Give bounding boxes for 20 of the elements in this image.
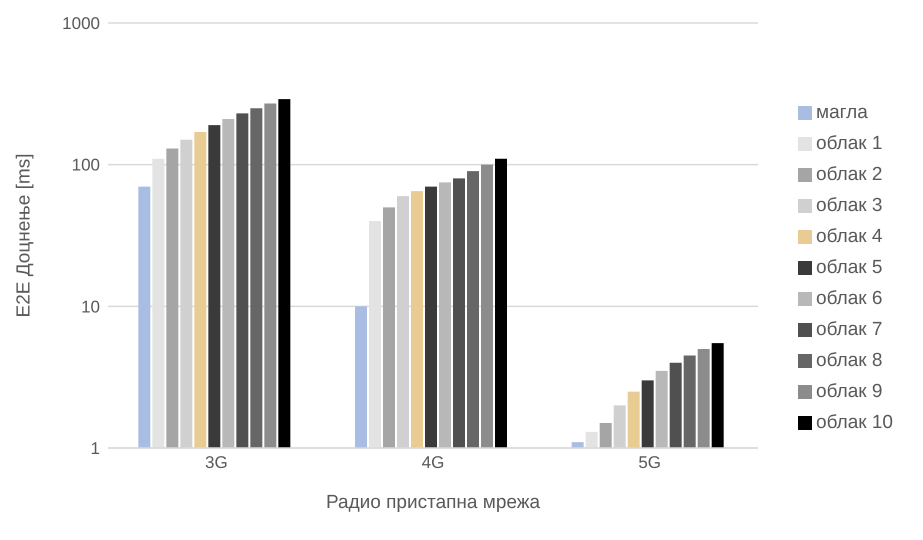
legend-label: магла: [816, 102, 868, 122]
legend-label: облак 8: [816, 350, 882, 370]
legend-label: облак 2: [816, 164, 882, 184]
x-tick-label: 4G: [422, 453, 444, 472]
legend-label: облак 7: [816, 318, 882, 340]
y-tick-label: 1: [90, 439, 100, 458]
y-tick-label: 100: [72, 156, 100, 175]
legend-label: облак 10: [816, 412, 893, 432]
legend-label: облак 4: [816, 226, 882, 246]
legend-label: облак 3: [816, 194, 882, 216]
y-axis-title: E2E Доцнење [ms]: [14, 154, 35, 318]
legend-label: облак 1: [816, 132, 882, 154]
legend-label: облак 9: [816, 380, 882, 402]
y-tick-label: 1000: [62, 14, 100, 34]
y-tick-label: 10: [81, 297, 100, 316]
x-tick-label: 3G: [204, 453, 228, 472]
legend-label: облак 5: [816, 256, 882, 278]
x-tick-label: 5G: [638, 453, 662, 472]
legend-label: облак 6: [816, 288, 882, 308]
x-axis-title: Радио пристапна мрежа: [326, 492, 540, 513]
